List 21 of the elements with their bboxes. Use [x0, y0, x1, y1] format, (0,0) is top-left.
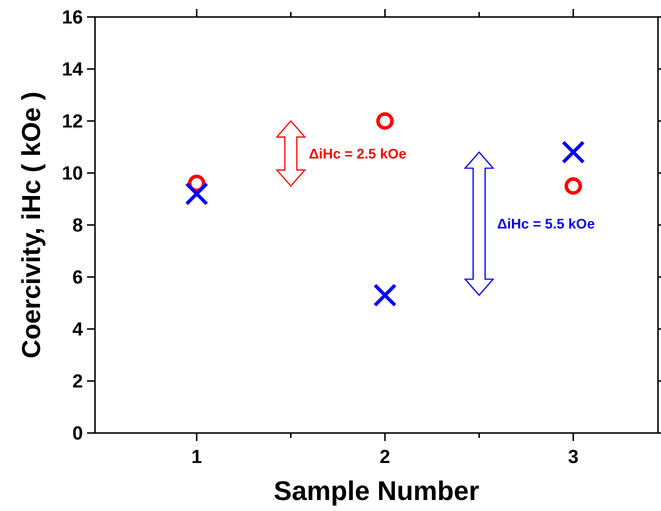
y-tick-label: 4 [72, 320, 84, 341]
annotation: ΔiHc = 5.5 kOe [497, 216, 595, 232]
y-tick-label: 10 [62, 164, 83, 185]
y-tick-label: 2 [72, 372, 83, 393]
y-tick-label: 0 [72, 424, 83, 445]
point [184, 182, 208, 206]
y-tick-label: 14 [62, 60, 84, 81]
point [373, 283, 397, 307]
x-tick-label: 3 [568, 447, 579, 468]
point [562, 140, 586, 164]
y-tick-label: 6 [72, 268, 83, 289]
point [564, 177, 582, 195]
x-tick-label: 1 [191, 447, 202, 468]
point [376, 112, 394, 130]
x-tick-label: 2 [380, 447, 390, 468]
y-tick-label: 12 [62, 112, 83, 133]
x-axis-title: Sample Number [274, 476, 480, 506]
y-tick-label: 16 [62, 8, 83, 29]
y-tick-label: 8 [72, 216, 83, 237]
y-axis-title: Coercivity, iHc ( kOe ) [16, 92, 46, 358]
annotation: ΔiHc = 2.5 kOe [308, 145, 407, 162]
